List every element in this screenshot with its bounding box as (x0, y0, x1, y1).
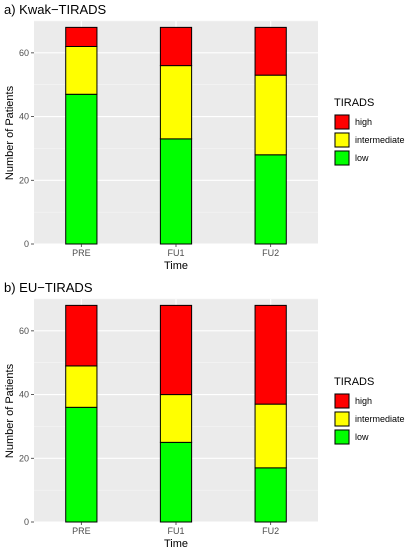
bar-intermediate-pre (65, 45, 98, 95)
bar-low-pre (65, 93, 98, 245)
bar-high-fu2 (254, 304, 287, 405)
bar-low-fu1 (159, 138, 193, 245)
y-tick-label: 60 (19, 48, 29, 58)
chart-title: b) EU−TIRADS (4, 280, 93, 295)
legend-swatch-low (334, 150, 350, 166)
bar-high-fu1 (159, 26, 193, 67)
y-axis-title: Number of Patients (4, 363, 16, 458)
x-tick-label: PRE (72, 526, 91, 536)
legend-label-high: high (355, 117, 372, 127)
legend-swatch-intermediate (334, 411, 350, 427)
y-axis-title: Number of Patients (4, 85, 16, 180)
legend-title: TIRADS (334, 97, 374, 109)
x-tick-label: FU2 (262, 526, 279, 536)
chart-title: a) Kwak−TIRADS (4, 2, 107, 17)
bar-intermediate-fu2 (254, 74, 287, 156)
x-axis-title: Time (164, 260, 188, 272)
bar-intermediate-fu1 (159, 65, 193, 140)
bar-high-pre (65, 26, 98, 47)
legend-swatch-high (334, 393, 350, 409)
legend-swatch-high (334, 114, 350, 130)
bar-intermediate-pre (65, 365, 98, 408)
bar-low-fu2 (254, 467, 287, 523)
legend-swatch-low (334, 429, 350, 445)
y-tick-label: 0 (24, 239, 29, 249)
x-axis-title: Time (164, 538, 188, 550)
x-tick-label: FU1 (167, 526, 184, 536)
bar-low-fu1 (159, 441, 193, 523)
legend-swatch-intermediate (334, 132, 350, 148)
bar-high-fu2 (254, 26, 287, 76)
y-tick-label: 40 (19, 390, 29, 400)
bar-high-fu1 (159, 304, 193, 396)
x-tick-label: FU1 (167, 248, 184, 258)
legend-label-low: low (355, 153, 369, 163)
legend-label-intermediate: intermediate (355, 135, 405, 145)
y-tick-label: 60 (19, 326, 29, 336)
bar-intermediate-fu2 (254, 403, 287, 469)
y-tick-label: 20 (19, 453, 29, 463)
chart-panel-eu-tirads: b) EU−TIRADS 0 20 40 60 PRE FU1 FU2 Time Number o… (4, 280, 405, 550)
y-tick-label: 40 (19, 112, 29, 122)
y-tick-label: 0 (24, 517, 29, 527)
bar-low-fu2 (254, 154, 287, 245)
x-tick-label: FU2 (262, 248, 279, 258)
bar-intermediate-fu1 (159, 394, 193, 443)
legend-label-low: low (355, 432, 369, 442)
bar-high-pre (65, 304, 98, 367)
bar-low-pre (65, 406, 98, 523)
legend-label-intermediate: intermediate (355, 414, 405, 424)
chart-panel-kwak-tirads: a) Kwak−TIRADS 0 20 40 60 PRE FU1 FU2 Time Number… (4, 2, 405, 272)
legend-title: TIRADS (334, 376, 374, 388)
y-tick-label: 20 (19, 175, 29, 185)
x-tick-label: PRE (72, 248, 91, 258)
legend-label-high: high (355, 396, 372, 406)
